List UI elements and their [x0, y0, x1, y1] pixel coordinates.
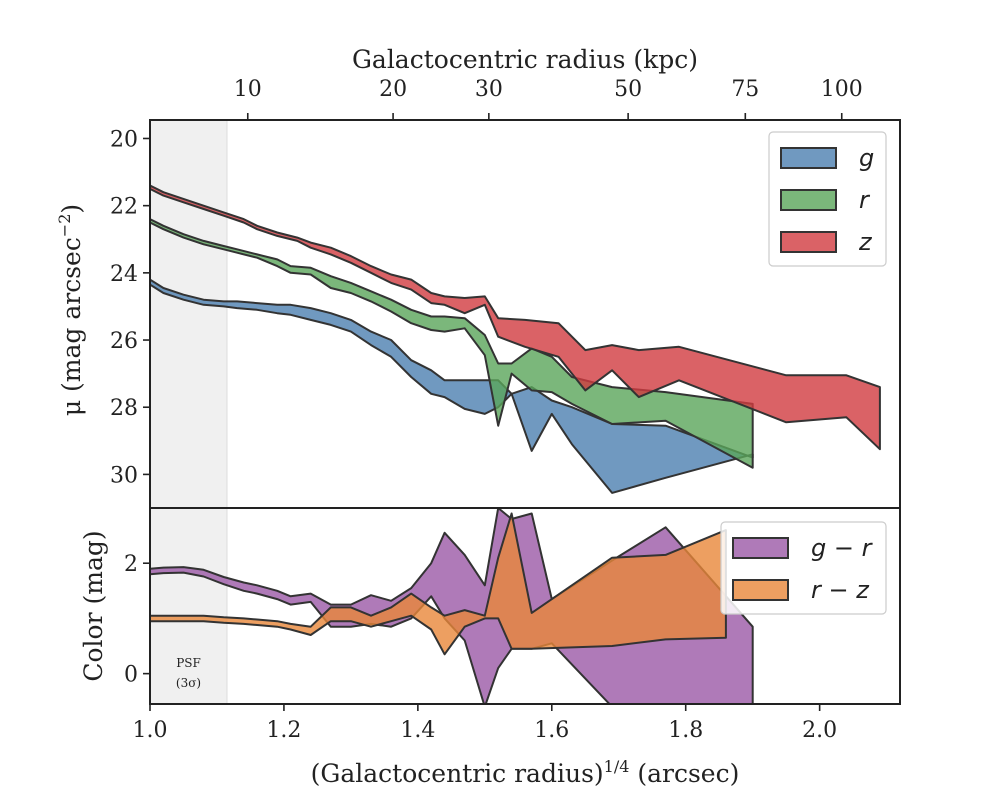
bottom-legend-label: r − z	[811, 576, 870, 604]
bottom-ytick-label: 2	[124, 552, 138, 577]
top-xtick-label: 100	[821, 77, 863, 102]
band-rz	[150, 512, 727, 656]
bottom-xtick-label: 1.6	[534, 718, 569, 743]
bottom-legend-swatch	[732, 579, 789, 601]
psf-sigma-label: (3σ)	[176, 676, 201, 690]
top-y-axis-title-sup: −2	[55, 214, 74, 238]
bottom-ytick-label: 0	[124, 663, 138, 688]
bottom-xtick-label: 1.0	[133, 718, 168, 743]
top-ytick-label: 26	[110, 329, 138, 354]
top-xtick-label: 30	[475, 77, 503, 102]
top-legend-swatch	[780, 147, 837, 169]
top-legend: grz	[768, 131, 887, 267]
bottom-axis-title-unit: (arcsec)	[629, 759, 739, 788]
top-panel-series	[150, 184, 881, 494]
psf-shaded-region	[150, 120, 228, 704]
top-legend-swatch	[780, 231, 837, 253]
top-ytick-label: 22	[110, 195, 138, 220]
top-legend-label: r	[859, 186, 871, 214]
top-xtick-label: 50	[614, 77, 642, 102]
bottom-legend: g − r r − z	[720, 521, 887, 615]
top-xtick-label: 10	[234, 77, 262, 102]
bottom-xtick-label: 2.0	[802, 718, 837, 743]
bottom-axis-title: (Galactocentric radius)1/4 (arcsec)	[311, 757, 740, 788]
bottom-xtick-label: 1.2	[266, 718, 301, 743]
bottom-xtick-label: 1.4	[400, 718, 435, 743]
legend-layer: grz g − r r − z	[720, 131, 887, 615]
top-xtick-label: 75	[731, 77, 759, 102]
top-ytick-label: 20	[110, 127, 138, 152]
shade-layer	[150, 120, 228, 704]
top-y-axis-title-main: μ (mag arcsec	[57, 237, 86, 416]
top-legend-label: z	[858, 228, 873, 256]
bottom-panel-frame	[149, 507, 901, 705]
top-ytick-label: 30	[110, 463, 138, 488]
axes-layer	[143, 113, 901, 711]
top-axis-title: Galactocentric radius (kpc)	[352, 45, 698, 74]
top-y-axis-title: μ (mag arcsec−2)	[55, 204, 86, 416]
bottom-legend-label: g − r	[811, 534, 874, 562]
psf-label: PSF	[176, 656, 201, 670]
top-legend-label: g	[859, 144, 874, 172]
bottom-y-axis-title: Color (mag)	[79, 530, 108, 681]
band-r	[150, 218, 754, 469]
top-xtick-label: 20	[379, 77, 407, 102]
bottom-legend-swatch	[732, 537, 789, 559]
top-ytick-label: 24	[110, 262, 138, 287]
top-y-axis-title-end: )	[57, 204, 86, 214]
bottom-xtick-label: 1.8	[668, 718, 703, 743]
bottom-axis-title-main: (Galactocentric radius)	[311, 759, 604, 788]
labels-layer: 20 22 24 26 28 30 10 20 30 50 75 100 0 2 1.0 1.2 1.4 1.6 1…	[55, 45, 863, 788]
top-legend-swatch	[780, 189, 837, 211]
bottom-axis-title-sup: 1/4	[604, 757, 630, 776]
band-z	[150, 184, 881, 451]
top-ytick-label: 28	[110, 396, 138, 421]
bottom-panel-series	[150, 508, 754, 704]
band-gr	[150, 508, 754, 704]
